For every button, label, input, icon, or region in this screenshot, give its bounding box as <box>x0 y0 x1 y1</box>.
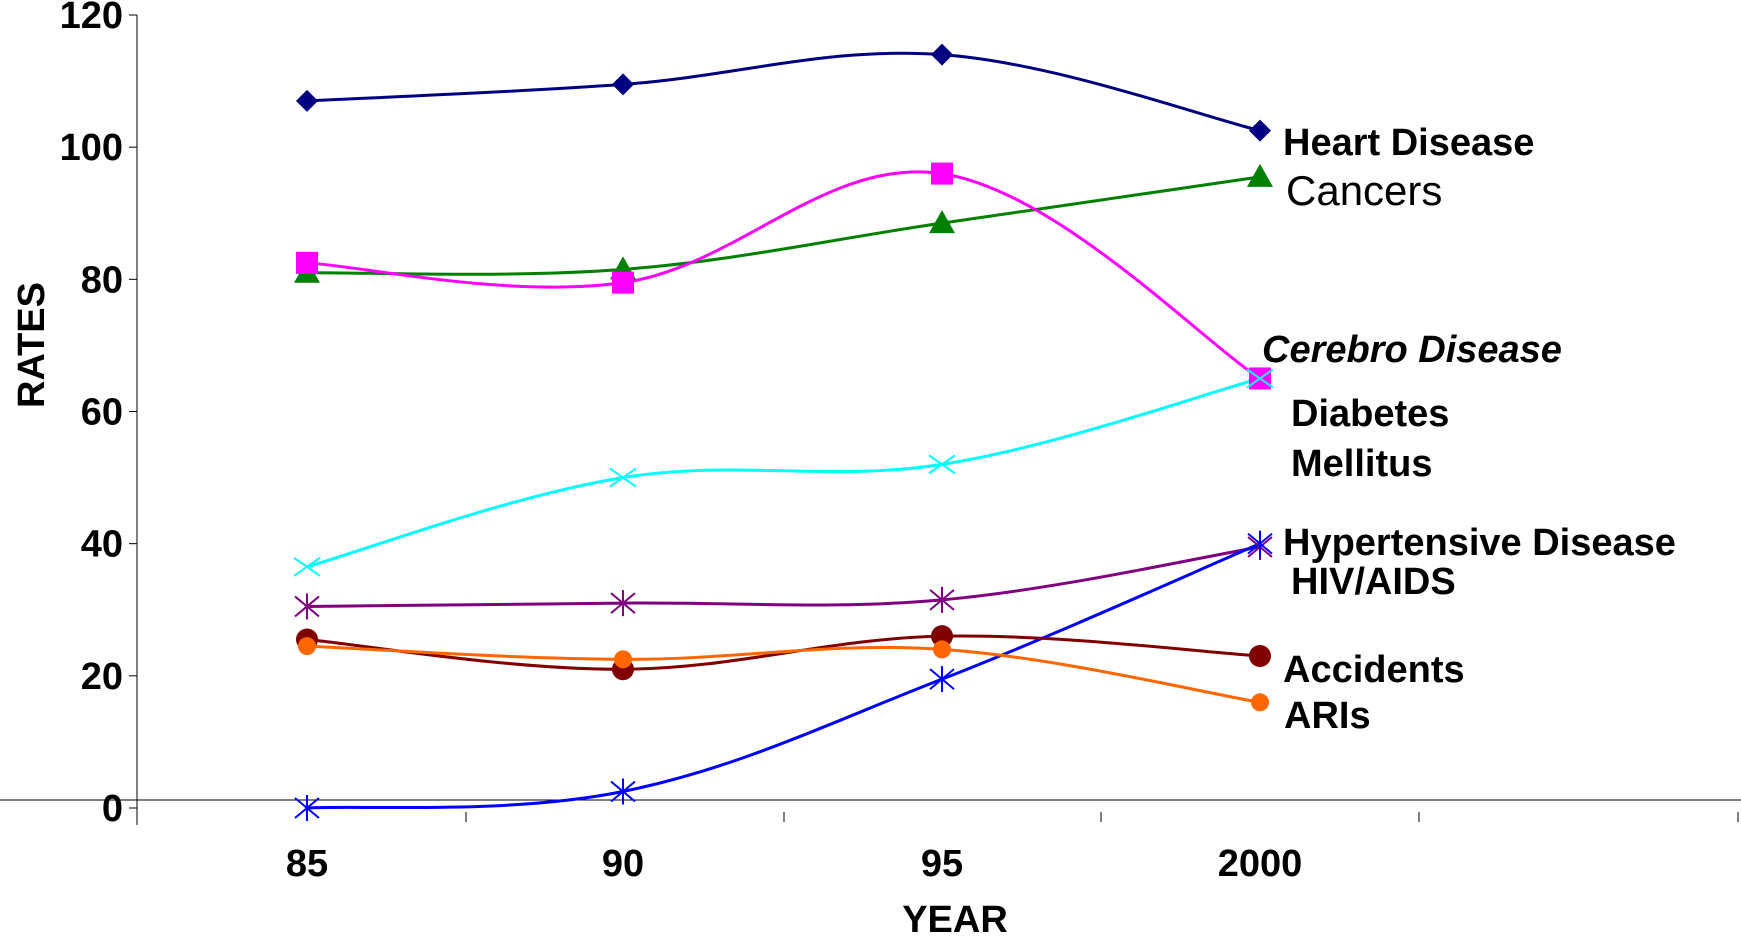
series-label: ARIs <box>1284 695 1371 737</box>
axes: 0 20 40 60 80 100 120 85 90 95 2000 <box>0 0 1741 885</box>
data-point <box>931 43 953 66</box>
series-line <box>306 634 1261 671</box>
data-point <box>929 666 955 693</box>
data-point <box>610 590 636 617</box>
series-markers <box>293 43 1274 821</box>
series-label: Accidents <box>1283 649 1465 691</box>
data-point <box>610 778 636 805</box>
x-axis-title: YEAR <box>902 899 1008 936</box>
series-label: HIV/AIDS <box>1291 561 1456 603</box>
series-line <box>306 542 1261 810</box>
data-point <box>614 650 632 669</box>
y-tick-label: 20 <box>81 656 123 698</box>
series-label: Mellitus <box>1291 443 1432 485</box>
series-lines <box>306 51 1261 810</box>
data-point <box>1247 163 1273 187</box>
x-tick-label: 95 <box>921 843 963 885</box>
data-point <box>294 593 320 620</box>
data-point <box>296 89 318 112</box>
series-label: Heart Disease <box>1283 122 1534 164</box>
data-point <box>1249 119 1271 142</box>
data-point <box>929 586 955 613</box>
series-label: Diabetes <box>1291 393 1449 435</box>
series-label: Cerebro Disease <box>1262 329 1562 371</box>
data-point <box>612 271 634 294</box>
series-line <box>306 51 1261 133</box>
y-tick-label: 40 <box>81 524 123 566</box>
series-label: Hypertensive Disease <box>1283 522 1676 564</box>
data-point <box>1247 530 1273 557</box>
data-point <box>931 625 953 648</box>
data-point <box>298 637 316 656</box>
y-tick-label: 100 <box>60 127 123 169</box>
data-point <box>609 467 637 488</box>
data-point <box>294 795 320 821</box>
y-tick-label: 60 <box>81 392 123 434</box>
y-tick-label: 0 <box>102 788 123 830</box>
y-tick-label: 120 <box>60 0 123 37</box>
series-line <box>306 175 1261 276</box>
data-point <box>928 454 956 475</box>
data-point <box>1251 693 1269 712</box>
data-point <box>1249 645 1271 668</box>
data-point <box>293 556 321 577</box>
data-point <box>931 162 953 185</box>
series-label: Cancers <box>1286 167 1442 214</box>
series-line <box>306 545 1261 608</box>
y-axis-title: RATES <box>11 282 53 408</box>
series-line <box>306 170 1261 380</box>
series-line <box>306 644 1261 704</box>
x-tick-label: 90 <box>602 843 644 885</box>
y-tick-label: 80 <box>81 259 123 301</box>
x-tick-label: 2000 <box>1218 843 1303 885</box>
data-point <box>1246 368 1274 389</box>
data-point <box>612 73 634 96</box>
series-line <box>306 377 1261 569</box>
data-point <box>929 210 955 234</box>
data-point <box>933 640 951 659</box>
x-tick-label: 85 <box>286 843 328 885</box>
data-point <box>296 251 318 274</box>
